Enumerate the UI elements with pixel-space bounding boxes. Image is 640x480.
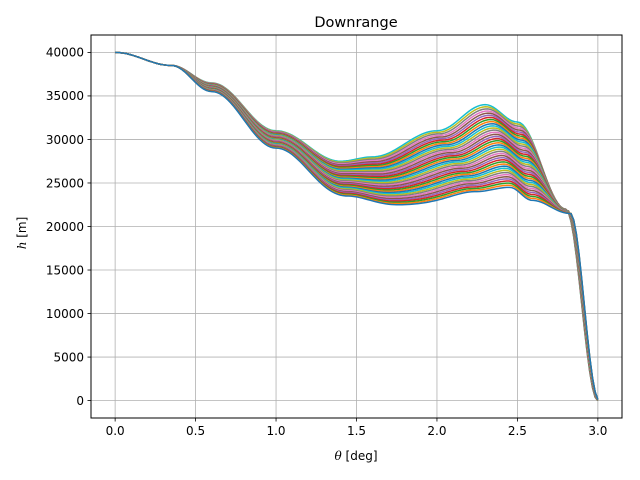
- y-tick-label: 0: [76, 394, 84, 408]
- y-tick-label: 10000: [46, 307, 84, 321]
- x-axis-ticks: 0.0 0.5 1.0 1.5 2.0 2.5 3.0: [106, 418, 607, 438]
- y-tick-label: 35000: [46, 89, 84, 103]
- x-tick-label: 2.0: [427, 424, 446, 438]
- y-tick-label: 15000: [46, 263, 84, 277]
- y-tick-label: 25000: [46, 176, 84, 190]
- series-line: [115, 51, 599, 400]
- grid: [91, 35, 622, 418]
- x-tick-label: 2.5: [508, 424, 527, 438]
- y-axis-ticks: 0 5000 10000 15000 20000 25000 30000 35000 40000: [46, 46, 91, 408]
- x-axis-label: θ [deg]: [334, 449, 377, 463]
- chart-title: Downrange: [314, 15, 397, 31]
- x-tick-label: 0.5: [186, 424, 205, 438]
- y-axis-label: h [m]: [15, 217, 29, 250]
- x-tick-label: 1.0: [266, 424, 285, 438]
- y-tick-label: 20000: [46, 220, 84, 234]
- y-tick-label: 5000: [53, 350, 84, 364]
- y-tick-label: 30000: [46, 133, 84, 147]
- series-group: [115, 51, 599, 402]
- x-tick-label: 0.0: [106, 424, 125, 438]
- x-tick-label: 1.5: [347, 424, 366, 438]
- y-tick-label: 40000: [46, 46, 84, 60]
- x-tick-label: 3.0: [588, 424, 607, 438]
